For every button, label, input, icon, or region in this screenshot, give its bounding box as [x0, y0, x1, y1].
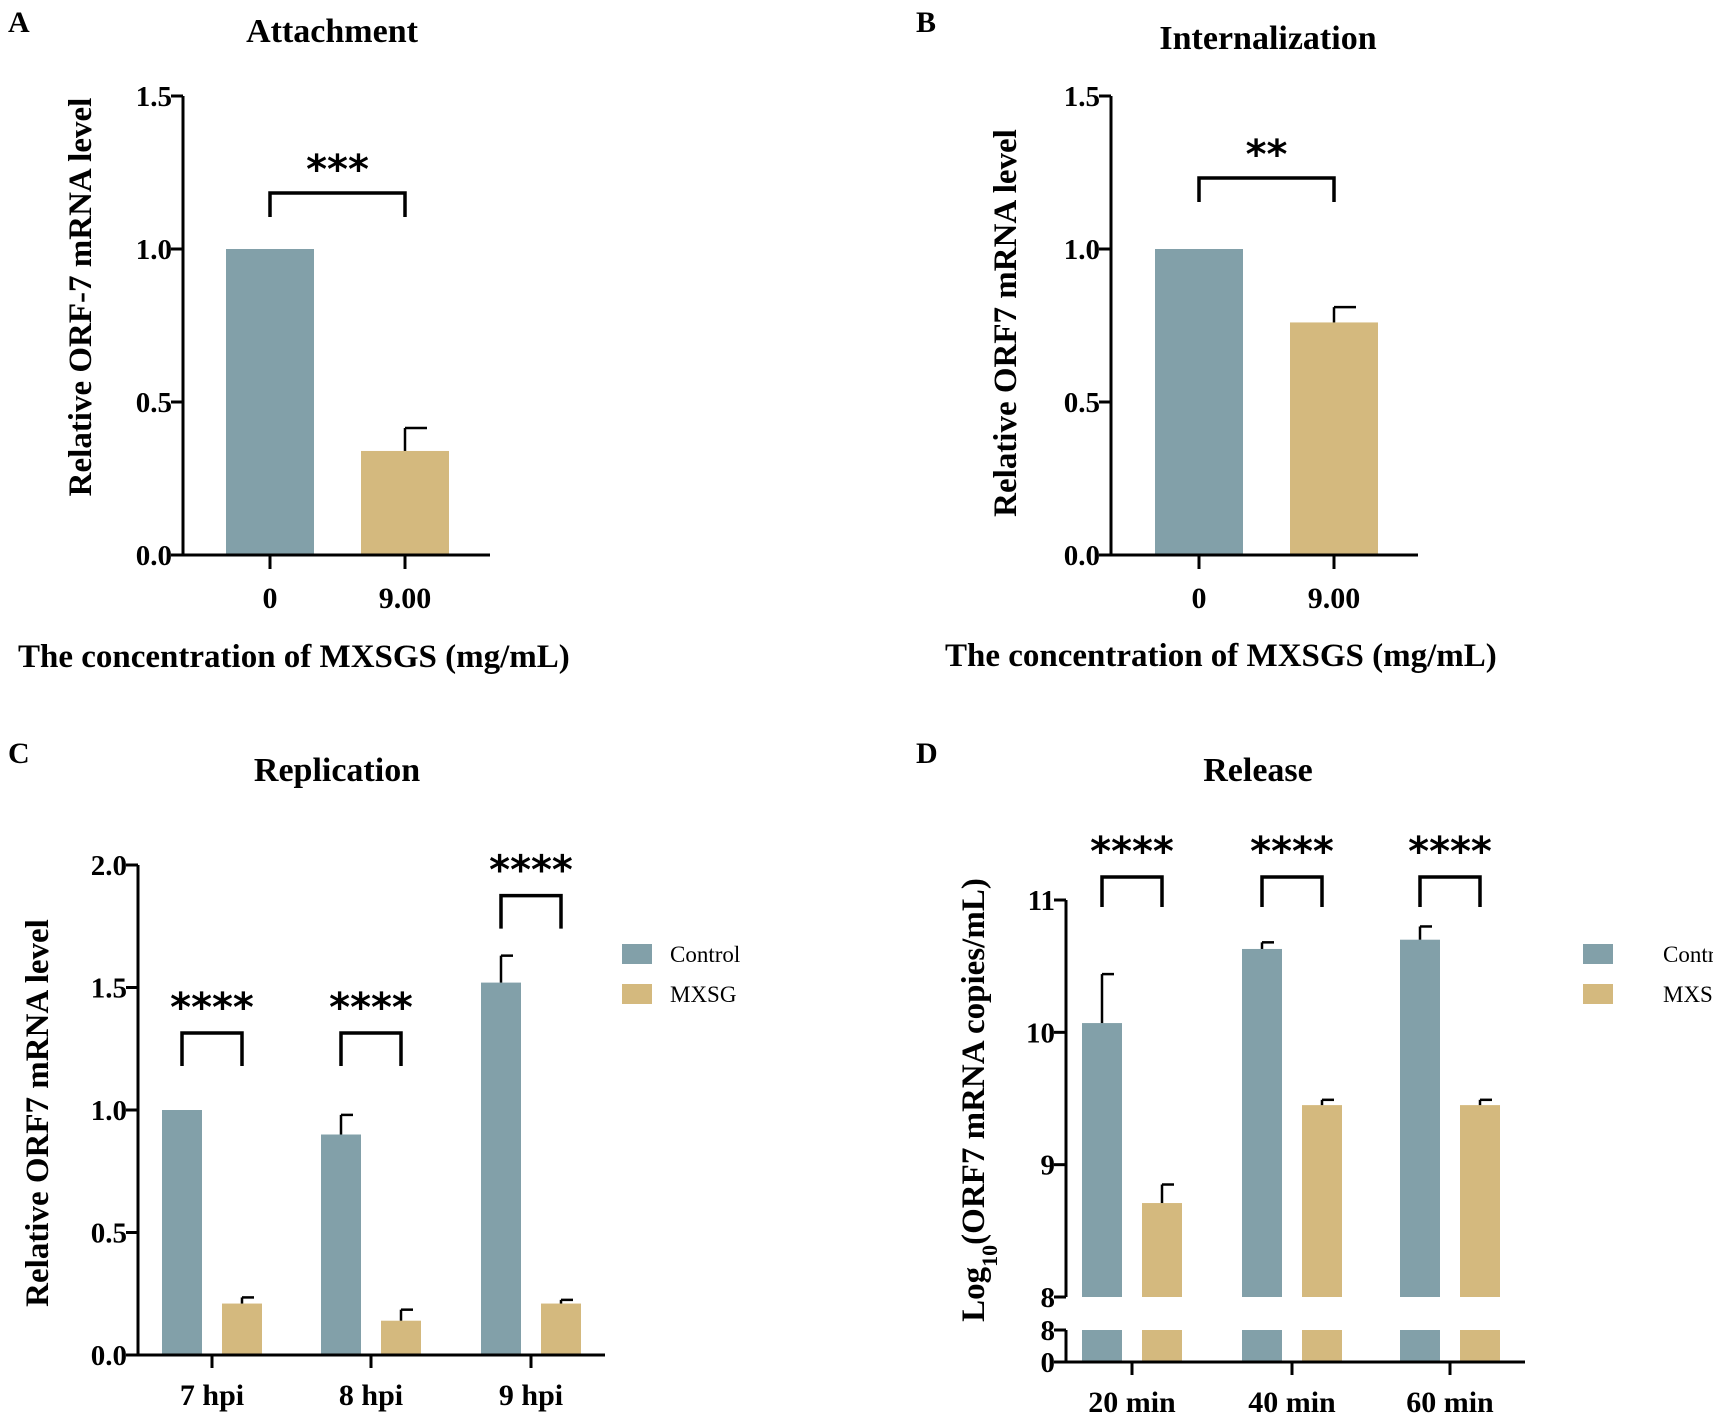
panel-letter-b: B [916, 6, 936, 39]
panel-b: B Internalization 0.0 0.5 1.0 1.5 Relative … [916, 6, 1497, 674]
significance-bracket-c-1 [339, 1031, 403, 1066]
bar-a-0 [226, 249, 314, 555]
y-tick-label-lower-d: 0 [1041, 1347, 1056, 1379]
significance-bracket-d-2 [1418, 875, 1482, 907]
significance-stars-b: ** [1246, 132, 1288, 178]
x-tick-label-c: 7 hpi [180, 1379, 244, 1412]
legend-d: Control MXSG [1583, 942, 1713, 1007]
x-tick-label-a: 0 [263, 582, 278, 615]
y-tick-label-b: 1.5 [1064, 81, 1100, 113]
panel-letter-c: C [8, 737, 30, 770]
bar-c-control-1 [321, 1134, 361, 1355]
panel-c: C Replication 0.0 0.5 1.0 1.5 2.0 Relative O… [8, 737, 740, 1412]
significance-bracket-c-2 [499, 893, 563, 929]
y-tick-label-lower-d: 8 [1041, 1315, 1056, 1347]
significance-stars-c-2: **** [489, 848, 573, 894]
y-axis-label-d-base: 10 [977, 1245, 1002, 1267]
legend-swatch-control-c [622, 944, 652, 964]
y-tick-label-a: 1.5 [136, 81, 172, 113]
bar-lower-d-control-2 [1400, 1330, 1440, 1362]
bar-c-control-2 [481, 982, 521, 1355]
y-tick-label-b: 1.0 [1064, 234, 1100, 266]
legend-label-control-d: Control [1663, 942, 1713, 967]
x-axis-label-a: The concentration of MXSGS (mg/mL) [18, 639, 570, 675]
bar-lower-d-control-1 [1242, 1330, 1282, 1362]
y-tick-label-c: 1.5 [91, 973, 127, 1005]
bar-d-control-0 [1082, 1023, 1122, 1297]
significance-bracket-c-0 [180, 1031, 244, 1066]
bar-d-mxsg-1 [1302, 1105, 1342, 1297]
significance-bracket-d-1 [1260, 875, 1324, 907]
bar-d-control-2 [1400, 939, 1440, 1297]
bar-lower-d-control-0 [1082, 1330, 1122, 1362]
y-axis-label-c: Relative ORF7 mRNA level [20, 919, 56, 1307]
panel-letter-a: A [8, 6, 30, 39]
y-axis-label-d-rest: (ORF7 mRNA copies/mL) [956, 878, 992, 1245]
legend-c: Control MXSG [622, 942, 740, 1007]
bar-c-mxsg-2 [541, 1303, 581, 1355]
bar-d-mxsg-2 [1460, 1105, 1500, 1297]
chart-title-d: Release [1203, 752, 1313, 789]
y-tick-label-c: 2.0 [91, 850, 127, 882]
bar-lower-d-mxsg-1 [1302, 1330, 1342, 1362]
y-axis-label-d-log: Log [956, 1266, 992, 1322]
bar-lower-d-mxsg-2 [1460, 1330, 1500, 1362]
panel-a: A Attachment 0.0 0.5 1.0 1.5 Relative ORF-7… [8, 6, 570, 675]
chart-title-b: Internalization [1159, 20, 1376, 57]
y-tick-label-c: 0.0 [91, 1340, 127, 1372]
significance-bracket-d-0 [1100, 875, 1164, 907]
bar-b-0 [1155, 249, 1243, 555]
y-tick-label-a: 1.0 [136, 234, 172, 266]
legend-label-mxsg-c: MXSG [670, 982, 736, 1007]
bar-d-mxsg-0 [1142, 1203, 1182, 1297]
significance-stars-d-2: **** [1408, 829, 1492, 875]
y-tick-label-c: 0.5 [91, 1218, 127, 1250]
legend-label-control-c: Control [670, 942, 740, 967]
y-tick-label-b: 0.5 [1064, 387, 1100, 419]
y-tick-label-a: 0.5 [136, 387, 172, 419]
x-tick-label-d: 20 min [1088, 1386, 1176, 1419]
legend-swatch-mxsg-d [1583, 984, 1613, 1004]
bar-a-1 [361, 450, 449, 555]
legend-swatch-mxsg-c [622, 984, 652, 1004]
significance-stars-c-1: **** [329, 985, 413, 1031]
y-axis-label-d: Log10(ORF7 mRNA copies/mL) [956, 878, 1002, 1322]
significance-bracket-a [268, 191, 407, 217]
y-axis-label-a: Relative ORF-7 mRNA level [63, 98, 99, 497]
significance-stars-a: *** [306, 147, 369, 193]
y-tick-label-b: 0.0 [1064, 540, 1100, 572]
chart-title-c: Replication [254, 752, 420, 789]
x-tick-label-d: 60 min [1406, 1386, 1494, 1419]
x-tick-label-c: 9 hpi [499, 1379, 563, 1412]
legend-label-mxsg-d: MXSG [1663, 982, 1713, 1007]
bar-b-1 [1290, 322, 1378, 555]
x-tick-label-d: 40 min [1248, 1386, 1336, 1419]
panel-letter-d: D [916, 737, 938, 770]
y-tick-label-d: 9 [1041, 1150, 1056, 1182]
bar-d-control-1 [1242, 948, 1282, 1297]
y-tick-label-d: 11 [1028, 885, 1055, 917]
bar-lower-d-mxsg-0 [1142, 1330, 1182, 1362]
significance-stars-c-0: **** [170, 985, 254, 1031]
y-tick-label-a: 0.0 [136, 540, 172, 572]
bar-c-control-0 [162, 1110, 202, 1355]
bar-c-mxsg-1 [381, 1320, 421, 1355]
x-axis-label-b: The concentration of MXSGS (mg/mL) [945, 638, 1497, 674]
y-axis-label-b: Relative ORF7 mRNA level [988, 129, 1024, 517]
chart-title-a: Attachment [246, 13, 419, 50]
x-tick-label-c: 8 hpi [339, 1379, 403, 1412]
significance-bracket-b [1197, 176, 1336, 202]
significance-stars-d-1: **** [1250, 829, 1334, 875]
x-tick-label-b: 0 [1192, 582, 1207, 615]
significance-stars-d-0: **** [1090, 829, 1174, 875]
bar-c-mxsg-0 [222, 1303, 262, 1355]
legend-swatch-control-d [1583, 944, 1613, 964]
y-tick-label-d: 8 [1041, 1282, 1056, 1314]
x-tick-label-b: 9.00 [1308, 582, 1361, 615]
y-tick-label-c: 1.0 [91, 1095, 127, 1127]
y-tick-label-d: 10 [1026, 1017, 1055, 1049]
x-tick-label-a: 9.00 [379, 582, 432, 615]
